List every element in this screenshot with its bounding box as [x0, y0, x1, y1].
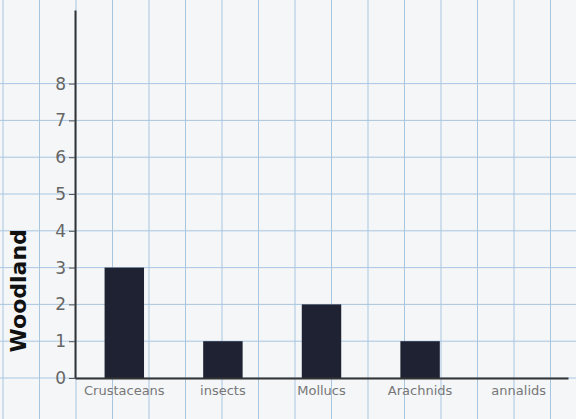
y-tick: 7: [55, 110, 75, 130]
y-tick-mark: [69, 194, 75, 195]
grid-line: [0, 378, 576, 379]
x-tick-label: annalids: [491, 383, 546, 398]
grid-line: [0, 157, 576, 158]
y-tick-mark: [69, 268, 75, 269]
y-tick: 3: [55, 258, 75, 278]
paper-line: [185, 0, 186, 419]
paper-line: [149, 0, 150, 419]
y-tick-mark: [69, 157, 75, 158]
y-tick-mark: [69, 341, 75, 342]
y-tick-mark: [69, 120, 75, 121]
y-tick-label: 4: [55, 221, 66, 241]
y-tick-label: 1: [55, 331, 66, 351]
grid: [0, 84, 576, 378]
grid-line: [0, 304, 576, 305]
x-tick-label: Arachnids: [388, 383, 453, 398]
y-tick: 4: [55, 221, 75, 241]
paper-line: [368, 0, 369, 419]
grid-line: [0, 267, 576, 268]
grid-line: [0, 194, 576, 195]
bar: [400, 341, 439, 378]
y-tick-label: 6: [55, 147, 66, 167]
grid-line: [0, 341, 576, 342]
paper-line: [550, 0, 551, 419]
y-tick-label: 8: [55, 74, 66, 94]
bar: [203, 341, 242, 378]
paper-line: [76, 0, 77, 419]
y-tick: 8: [55, 74, 75, 94]
y-tick: 1: [55, 331, 75, 351]
y-tick: 2: [55, 294, 75, 314]
paper: [3, 0, 551, 419]
chart: 0 1 2 3 4 5 6 7 8 Crustaceans insects Mollucs Arachn…: [0, 0, 576, 419]
x-axis-line: [76, 378, 569, 380]
x-tick: insects: [200, 378, 246, 398]
y-tick-mark: [69, 378, 75, 379]
paper-line: [295, 0, 296, 419]
paper-line: [258, 0, 259, 419]
paper-line: [477, 0, 478, 419]
x-tick: Mollucs: [297, 378, 346, 398]
paper-line: [39, 0, 40, 419]
paper-line: [3, 0, 4, 419]
y-tick-mark: [69, 84, 75, 85]
bars: [105, 268, 440, 378]
x-tick: Arachnids: [388, 378, 453, 398]
y-axis: 0 1 2 3 4 5 6 7 8: [55, 11, 75, 388]
y-tick-mark: [69, 304, 75, 305]
y-tick-label: 7: [55, 110, 66, 130]
y-tick-label: 0: [55, 368, 66, 388]
y-tick-mark: [69, 231, 75, 232]
grid-line: [0, 120, 576, 121]
y-tick: 5: [55, 184, 75, 204]
paper-line: [441, 0, 442, 419]
x-axis: Crustaceans insects Mollucs Arachnids annali…: [76, 378, 569, 398]
y-tick: 6: [55, 147, 75, 167]
x-tick: annalids: [491, 378, 546, 398]
bar: [302, 304, 341, 378]
grid-line: [0, 83, 576, 84]
y-tick-label: 3: [55, 258, 66, 278]
grid-line: [0, 230, 576, 231]
y-tick-label: 2: [55, 294, 66, 314]
bar: [105, 268, 144, 378]
x-tick-label: insects: [200, 383, 246, 398]
x-tick-label: Mollucs: [297, 383, 346, 398]
y-tick: 0: [55, 368, 75, 388]
y-tick-label: 5: [55, 184, 66, 204]
paper-line: [514, 0, 515, 419]
x-tick-label: Crustaceans: [84, 383, 165, 398]
x-tick: Crustaceans: [84, 378, 165, 398]
y-axis-title: Woodland: [6, 229, 31, 352]
